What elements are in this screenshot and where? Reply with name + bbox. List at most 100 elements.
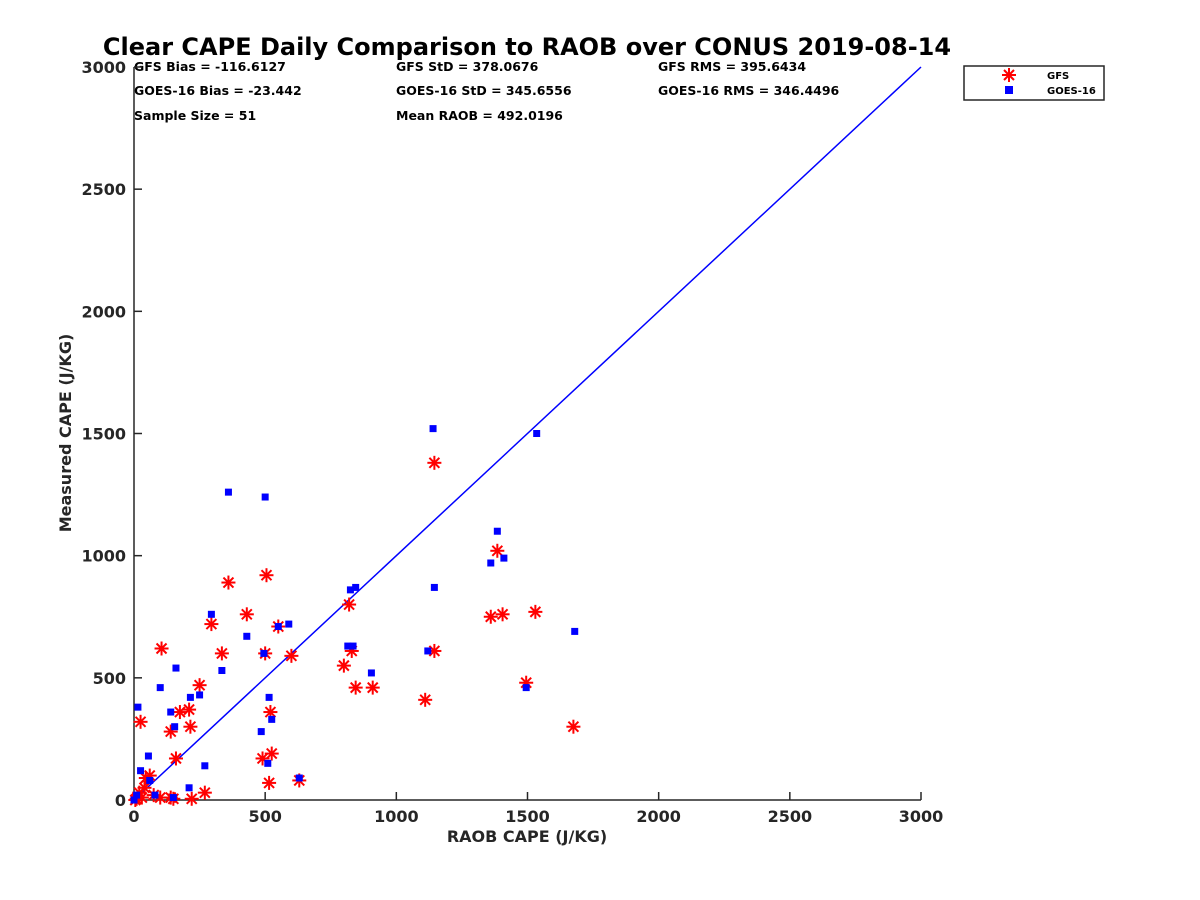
gfs-point <box>483 609 498 624</box>
reference-line <box>133 66 922 801</box>
goes-16-point <box>493 527 501 535</box>
gfs-point <box>262 775 277 790</box>
x-tick-label: 1000 <box>374 807 419 826</box>
x-tick-label: 2000 <box>636 807 681 826</box>
x-ticks: 0 500 1000 1500 2000 2500 3000 <box>128 792 943 826</box>
goes-16-point <box>571 627 579 635</box>
y-ticks: 0 500 1000 1500 2000 2500 3000 <box>81 58 142 810</box>
goes-16-point <box>224 488 232 496</box>
stat-text: Sample Size = 51 <box>134 108 256 123</box>
goes-16-point <box>346 586 354 594</box>
goes-16-point <box>274 623 282 631</box>
goes-16-point <box>260 649 268 657</box>
gfs-point <box>342 597 357 612</box>
goes-16-point <box>344 642 352 650</box>
gfs-point <box>214 646 229 661</box>
gfs-point <box>137 780 152 795</box>
goes-16-point <box>130 796 138 804</box>
goes-16-point <box>186 693 194 701</box>
goes-16-point <box>144 752 152 760</box>
stat-text: GFS Bias = -116.6127 <box>134 59 286 74</box>
goes-16-point <box>218 667 226 675</box>
legend-goes-16-marker <box>1005 86 1013 94</box>
y-tick-label: 0 <box>115 791 126 810</box>
goes-16-point <box>196 691 204 699</box>
goes-16-point <box>171 723 179 731</box>
goes-16-point <box>133 791 141 799</box>
goes-16-point <box>243 632 251 640</box>
x-tick-label: 2500 <box>768 807 813 826</box>
gfs-point <box>418 692 433 707</box>
goes-16-point <box>261 493 269 501</box>
goes-16-point <box>487 559 495 567</box>
legend-box <box>963 65 1105 101</box>
stat-text: GOES-16 Bias = -23.442 <box>134 83 302 98</box>
x-tick-label: 500 <box>248 807 281 826</box>
gfs-point <box>264 746 279 761</box>
goes-16-point <box>367 669 375 677</box>
gfs-point <box>221 575 236 590</box>
chart-title: Clear CAPE Daily Comparison to RAOB over… <box>103 33 951 61</box>
goes-16-point <box>169 794 177 802</box>
goes-16-point <box>201 762 209 770</box>
goes-16-point <box>264 759 272 767</box>
stat-text: GOES-16 StD = 345.6556 <box>396 83 572 98</box>
goes-16-point <box>533 430 541 437</box>
gfs-point <box>133 714 148 729</box>
x-tick-label: 1500 <box>505 807 550 826</box>
series-gfs <box>128 455 581 807</box>
goes-16-point <box>522 684 530 692</box>
gfs-point <box>490 543 505 558</box>
y-tick-label: 2000 <box>81 302 126 321</box>
legend-gfs-marker <box>1002 68 1016 82</box>
goes-16-point <box>268 715 276 723</box>
gfs-point <box>172 705 187 720</box>
y-tick-label: 3000 <box>81 58 126 77</box>
gfs-point <box>182 702 197 717</box>
legend-gfs-label: GFS <box>1047 71 1069 82</box>
goes-16-point <box>185 784 193 792</box>
gfs-point <box>495 607 510 622</box>
gfs-point <box>259 568 274 583</box>
gfs-point <box>239 607 254 622</box>
gfs-point <box>154 641 169 656</box>
legend-gfs-asterisk <box>1002 68 1016 82</box>
legend-goes-16-label: GOES-16 <box>1047 86 1096 97</box>
goes-16-point <box>430 583 438 591</box>
x-tick-label: 0 <box>128 807 139 826</box>
goes-16-point <box>156 684 164 692</box>
goes-16-point <box>151 791 159 799</box>
gfs-point <box>348 680 363 695</box>
goes-16-point <box>295 774 303 782</box>
goes-16-point <box>146 776 154 784</box>
goes-16-point <box>137 767 145 775</box>
gfs-point <box>197 785 212 800</box>
goes-16-point <box>134 703 142 711</box>
y-tick-label: 1500 <box>81 425 126 444</box>
x-axis-label: RAOB CAPE (J/KG) <box>447 827 607 846</box>
goes-16-point <box>167 708 175 716</box>
goes-16-point <box>172 664 180 672</box>
series-goes-16 <box>130 425 579 804</box>
stat-text: GFS RMS = 395.6434 <box>658 59 806 74</box>
y-tick-label: 500 <box>93 669 126 688</box>
gfs-point <box>204 617 219 632</box>
gfs-point <box>336 658 351 673</box>
goes-16-point <box>285 620 293 628</box>
goes-16-point <box>257 728 265 736</box>
goes-16-point <box>429 425 437 433</box>
stat-text: Mean RAOB = 492.0196 <box>396 108 563 123</box>
goes-16-point <box>207 610 215 618</box>
y-axis-label: Measured CAPE (J/KG) <box>56 334 75 533</box>
gfs-point <box>168 751 183 766</box>
gfs-point <box>365 680 380 695</box>
goes-16-point <box>500 554 508 562</box>
y-tick-label: 1000 <box>81 547 126 566</box>
gfs-point <box>192 678 207 693</box>
gfs-point <box>184 791 199 806</box>
gfs-point <box>566 719 581 734</box>
stat-text: GFS StD = 378.0676 <box>396 59 539 74</box>
goes-16-point <box>352 583 360 591</box>
x-tick-label: 3000 <box>899 807 944 826</box>
